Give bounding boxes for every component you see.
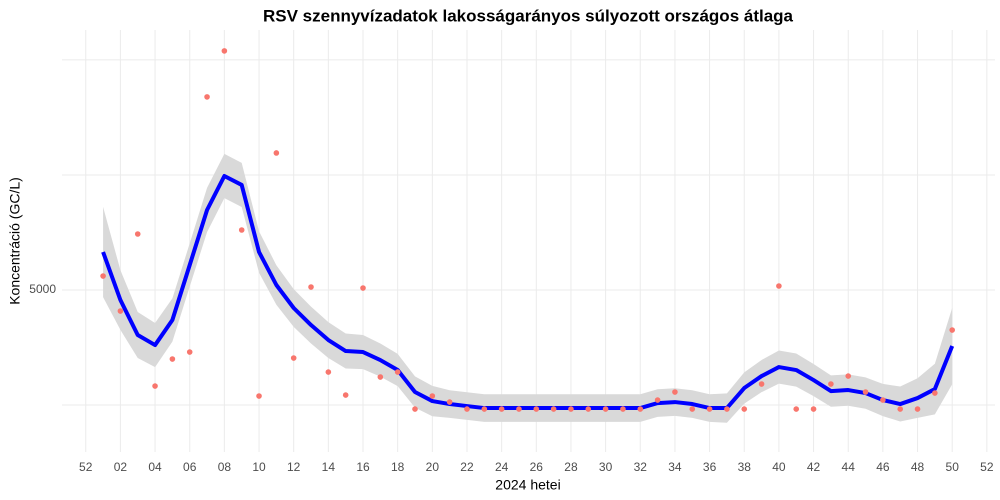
x-tick-label: 40	[772, 460, 786, 474]
x-axis-title: 2024 hetei	[495, 477, 560, 493]
x-tick-label: 50	[946, 460, 960, 474]
data-point	[533, 406, 540, 412]
data-point	[932, 390, 938, 396]
data-point	[134, 231, 141, 237]
data-point	[776, 283, 782, 289]
x-tick-label: 22	[460, 460, 474, 474]
x-tick-label: 08	[218, 460, 232, 474]
data-point	[325, 369, 332, 375]
x-tick-label: 26	[530, 460, 544, 474]
data-point	[256, 393, 262, 399]
data-point	[186, 349, 193, 355]
data-point	[758, 381, 765, 387]
data-point	[620, 406, 626, 412]
data-point	[724, 406, 730, 412]
data-point	[810, 406, 817, 412]
data-point	[498, 406, 505, 412]
data-point	[949, 327, 955, 333]
x-tick-label: 02	[114, 460, 128, 474]
x-tick-label: 32	[634, 460, 648, 474]
x-tick-label: 16	[356, 460, 370, 474]
data-point	[481, 406, 488, 412]
data-point	[377, 374, 384, 380]
data-point	[394, 369, 401, 375]
data-point	[152, 383, 158, 389]
data-point	[672, 389, 678, 395]
x-tick-label: 04	[148, 460, 162, 474]
data-point	[412, 406, 418, 412]
y-axis-title: Koncentráció (GC/L)	[7, 177, 23, 305]
data-point	[845, 373, 852, 379]
x-tick-label: 46	[876, 460, 890, 474]
smooth-line	[101, 173, 955, 411]
x-tick-label: 38	[738, 460, 752, 474]
data-point	[862, 389, 869, 395]
data-point	[221, 48, 228, 54]
x-tick-label: 34	[668, 460, 682, 474]
data-point	[706, 406, 713, 412]
data-point	[429, 393, 436, 399]
data-point	[602, 406, 609, 412]
data-point	[238, 227, 245, 233]
data-point	[637, 406, 644, 412]
x-tick-label: 06	[183, 460, 197, 474]
data-point	[828, 381, 834, 387]
data-point	[880, 397, 886, 403]
data-point	[793, 406, 800, 412]
confidence-band	[103, 153, 953, 423]
data-point	[342, 392, 349, 398]
data-point	[897, 406, 904, 412]
x-tick-label: 24	[495, 460, 509, 474]
x-tick-label: 20	[426, 460, 440, 474]
x-tick-label: 42	[807, 460, 821, 474]
x-tick-label: 52	[79, 460, 93, 474]
data-point	[117, 308, 124, 314]
data-point	[464, 406, 470, 412]
x-tick-label: 48	[911, 460, 925, 474]
x-tick-label: 14	[322, 460, 336, 474]
data-point	[446, 399, 453, 405]
data-point	[100, 273, 106, 279]
data-point	[550, 406, 557, 412]
x-tick-label: 28	[564, 460, 578, 474]
data-point	[516, 406, 522, 412]
x-tick-label: 10	[252, 460, 266, 474]
data-point	[204, 94, 210, 100]
data-point	[585, 406, 592, 412]
x-tick-label: 36	[703, 460, 717, 474]
chart-title: RSV szennyvízadatok lakosságarányos súly…	[263, 6, 794, 25]
data-point	[169, 356, 176, 362]
data-point	[360, 285, 366, 291]
data-point	[290, 355, 297, 361]
x-tick-label: 18	[391, 460, 405, 474]
data-point	[568, 406, 574, 412]
x-tick-label: 12	[287, 460, 301, 474]
data-point	[308, 284, 314, 290]
data-point	[689, 406, 696, 412]
data-point	[273, 150, 280, 156]
data-point	[654, 397, 661, 403]
x-tick-label: 52	[980, 460, 994, 474]
y-tick-label: 5000	[29, 282, 56, 296]
x-tick-label: 44	[842, 460, 856, 474]
data-point	[914, 406, 921, 412]
x-tick-label: 30	[599, 460, 613, 474]
data-point	[741, 406, 748, 412]
